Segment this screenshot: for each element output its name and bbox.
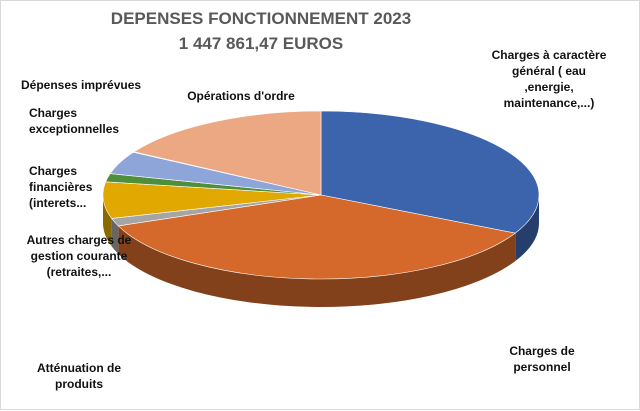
slice-label-charges-caract-re-g-n-ral-eau-energie-maintenance-line-4: maintenance,...) (504, 96, 595, 110)
slice-label-autres-charges-de-gestion-courante-retraites-line-3: (retraites,... (47, 265, 112, 279)
slice-label-charges-de-personnel-line-2: personnel (513, 360, 570, 374)
pie-slice-charges-de-personnel (117, 194, 516, 280)
pie-side-att-nuation-de-produits (111, 218, 119, 254)
chart-subtitle: 1 447 861,47 EUROS (178, 34, 344, 53)
slice-label-autres-charges-de-gestion-courante-retraites-line-2: gestion courante (31, 249, 128, 263)
slice-label-charges-de-personnel-line-1: Charges de (509, 344, 575, 358)
slice-label-op-rations-d-ordre-line-1: Opérations d'ordre (187, 89, 295, 103)
slice-label-charges-exceptionnelles-line-2: exceptionnelles (29, 122, 119, 136)
pie-side-autres-charges-de-gestion-courante-retraites (103, 195, 112, 247)
slice-label-autres-charges-de-gestion-courante-retraites-line-1: Autres charges de (27, 233, 132, 247)
slice-label-charges-financi-res-interets-line-2: financières (29, 180, 93, 194)
slice-label-att-nuation-de-produits-line-2: produits (55, 377, 103, 391)
chart-title: DEPENSES FONCTIONNEMENT 2023 (110, 9, 412, 28)
slice-label-d-penses-impr-vues-line-1: Dépenses imprévues (21, 78, 141, 92)
pie-side-charges-caract-re-g-n-ral-eau-energie-maintenance (515, 195, 539, 262)
slice-label-charges-caract-re-g-n-ral-eau-energie-maintenance-line-3: ,energie, (524, 80, 573, 94)
slice-label-charges-caract-re-g-n-ral-eau-energie-maintenance-line-1: Charges à caractère (492, 48, 607, 62)
slice-label-charges-caract-re-g-n-ral-eau-energie-maintenance-line-2: général ( eau (512, 64, 586, 78)
slice-label-att-nuation-de-produits-line-1: Atténuation de (37, 361, 121, 375)
pie-slice-charges-caract-re-g-n-ral-eau-energie-maintenance (320, 110, 540, 234)
pie-slice-op-rations-d-ordre (133, 110, 322, 196)
slice-label-charges-financi-res-interets-line-3: (interets... (29, 196, 86, 210)
slice-label-charges-exceptionnelles-line-1: Charges (29, 106, 77, 120)
pie-side-charges-de-personnel (118, 225, 516, 307)
slice-label-charges-financi-res-interets-line-1: Charges (29, 164, 77, 178)
